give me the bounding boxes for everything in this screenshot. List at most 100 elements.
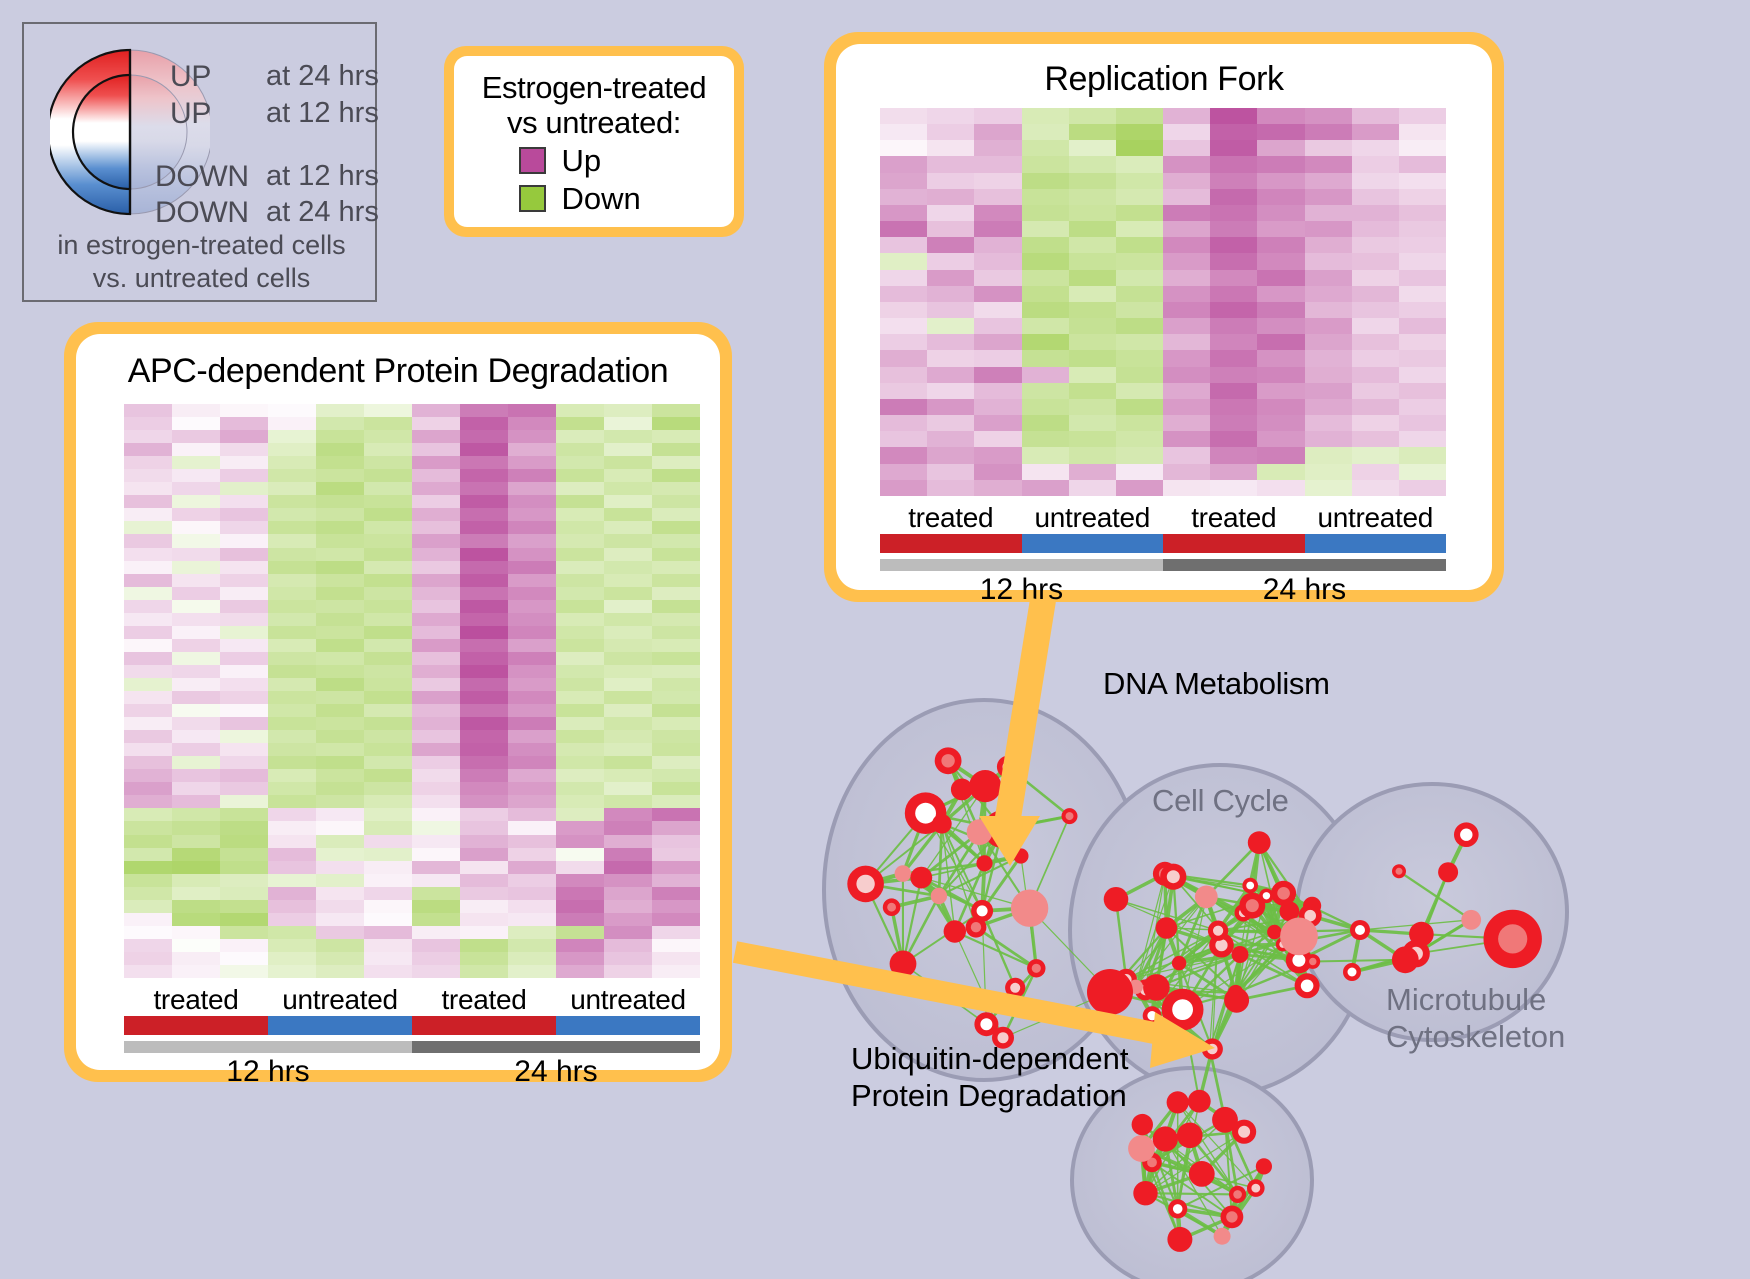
heatmap-cell bbox=[974, 382, 1022, 399]
network-node-core bbox=[1213, 925, 1224, 936]
heatmap-cell bbox=[172, 821, 220, 835]
heatmap-cell bbox=[460, 638, 508, 652]
heatmap-cell bbox=[364, 769, 412, 783]
heatmap-cell bbox=[172, 730, 220, 744]
heatmap-cell bbox=[364, 730, 412, 744]
heatmap-cell bbox=[364, 482, 412, 496]
heatmap-cell bbox=[172, 886, 220, 900]
apc-dependent-axis: treated untreated treated untreated 12 hrs 2… bbox=[124, 984, 700, 1089]
heatmap-cell bbox=[412, 664, 460, 678]
heatmap-cell bbox=[220, 482, 268, 496]
heatmap-cell bbox=[652, 625, 700, 639]
heatmap-cell bbox=[1163, 382, 1211, 399]
heatmap-cell bbox=[508, 469, 556, 483]
heatmap-cell bbox=[1163, 269, 1211, 286]
heatmap-cell bbox=[412, 691, 460, 705]
heatmap-cell bbox=[460, 821, 508, 835]
heatmap-cell bbox=[1398, 301, 1446, 319]
heatmap-cell bbox=[124, 756, 172, 770]
heatmap-cell bbox=[1351, 318, 1399, 335]
heatmap-cell bbox=[604, 834, 652, 848]
heatmap-cell bbox=[364, 599, 412, 613]
heatmap-cell bbox=[124, 651, 172, 665]
heatmap-cell bbox=[508, 899, 556, 913]
heatmap-cell bbox=[172, 834, 220, 848]
heatmap-cell bbox=[412, 612, 460, 626]
condition-bar-segment bbox=[1163, 534, 1305, 553]
heatmap-cell bbox=[556, 691, 604, 705]
heatmap-cell bbox=[268, 756, 316, 770]
network-node bbox=[1171, 955, 1187, 971]
heatmap-cell bbox=[364, 430, 412, 444]
heatmap-cell bbox=[880, 221, 928, 238]
heatmap-cell bbox=[316, 691, 364, 705]
heatmap-cell bbox=[1021, 350, 1069, 367]
heatmap-cell bbox=[220, 899, 268, 913]
heatmap-cell bbox=[1304, 479, 1352, 496]
heatmap-cell bbox=[220, 938, 268, 952]
network-edge bbox=[1224, 1119, 1233, 1217]
heatmap-cell bbox=[880, 269, 928, 286]
heatmap-cell bbox=[1257, 318, 1305, 335]
heatmap-cell bbox=[1163, 415, 1211, 432]
heatmap-cell bbox=[604, 430, 652, 444]
heatmap-cell bbox=[412, 651, 460, 665]
network-node-core bbox=[1355, 925, 1365, 935]
heatmap-cell bbox=[1398, 350, 1446, 367]
network-node-core bbox=[1238, 1125, 1251, 1138]
heatmap-cell bbox=[172, 651, 220, 665]
heatmap-cell bbox=[1398, 221, 1446, 238]
heatmap-cell bbox=[1210, 156, 1258, 173]
heatmap-cell bbox=[652, 860, 700, 874]
key-row-down: Down bbox=[454, 181, 734, 217]
heatmap-cell bbox=[412, 456, 460, 470]
ubiquitin-line-2: Protein Degradation bbox=[851, 1078, 1127, 1114]
heatmap-cell bbox=[124, 677, 172, 691]
heatmap-cell bbox=[1257, 204, 1305, 222]
heatmap-cell bbox=[604, 873, 652, 887]
network-node bbox=[966, 819, 993, 845]
heatmap-cell bbox=[268, 547, 316, 561]
heatmap-cell bbox=[268, 625, 316, 639]
heatmap-cell bbox=[316, 404, 364, 418]
heatmap-cell bbox=[1163, 156, 1211, 173]
heatmap-cell bbox=[1115, 350, 1163, 367]
network-node bbox=[1255, 1158, 1272, 1175]
heatmap-cell bbox=[172, 547, 220, 561]
heatmap-cell bbox=[974, 350, 1022, 367]
heatmap-cell bbox=[1210, 447, 1258, 464]
heatmap-cell bbox=[412, 860, 460, 874]
heatmap-cell bbox=[220, 521, 268, 535]
heatmap-cell bbox=[124, 717, 172, 731]
heatmap-cell bbox=[1304, 334, 1352, 351]
heatmap-cell bbox=[316, 560, 364, 574]
heatmap-cell bbox=[412, 782, 460, 796]
heatmap-cell bbox=[1351, 140, 1399, 157]
heatmap-cell bbox=[220, 756, 268, 770]
timepoint-bar-segment bbox=[880, 559, 1163, 571]
heatmap-cell bbox=[604, 769, 652, 783]
heatmap-cell bbox=[460, 586, 508, 600]
heatmap-cell bbox=[1115, 463, 1163, 480]
heatmap-cell bbox=[172, 743, 220, 757]
heatmap-cell bbox=[652, 443, 700, 457]
heatmap-cell bbox=[652, 469, 700, 483]
key-label-up: Up bbox=[561, 142, 602, 178]
heatmap-cell bbox=[1068, 204, 1116, 222]
heatmap-cell bbox=[652, 677, 700, 691]
heatmap-cell bbox=[316, 534, 364, 548]
heatmap-cell bbox=[556, 951, 604, 965]
heatmap-cell bbox=[1351, 334, 1399, 351]
heatmap-cell bbox=[1115, 140, 1163, 157]
heatmap-cell bbox=[556, 834, 604, 848]
ring-time-up-24: at 24 hrs bbox=[266, 60, 379, 92]
heatmap-cell bbox=[1304, 301, 1352, 319]
heatmap-cell bbox=[1115, 398, 1163, 416]
heatmap-cell bbox=[268, 730, 316, 744]
network-edge bbox=[941, 823, 977, 928]
heatmap-cell bbox=[974, 301, 1022, 319]
heatmap-cell bbox=[124, 482, 172, 496]
heatmap-cell bbox=[316, 899, 364, 913]
heatmap-cell bbox=[172, 456, 220, 470]
heatmap-cell bbox=[974, 366, 1022, 383]
